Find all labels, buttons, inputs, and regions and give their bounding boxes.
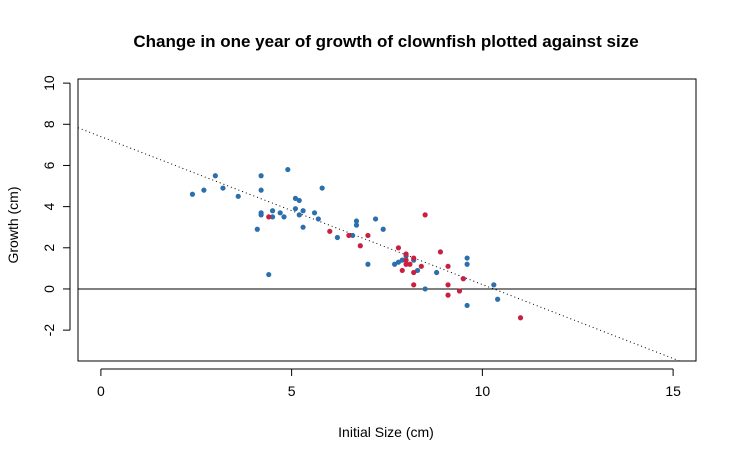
data-point-series1 [277,210,283,216]
axes: 0 5 10 15 -2 0 2 4 6 8 10 [41,75,697,399]
y-tick-label: -2 [41,324,57,337]
data-point-series1 [212,173,218,179]
data-point-series1 [491,282,497,288]
data-point-series2 [445,282,451,288]
data-point-series1 [300,208,306,214]
data-point-series2 [411,255,417,261]
data-point-series2 [422,212,428,218]
data-point-series2 [418,263,424,269]
data-point-series1 [285,166,291,173]
data-point-series2 [403,251,409,257]
data-point-series2 [445,292,451,298]
data-point-series1 [300,224,306,230]
data-point-series2 [365,232,371,239]
data-point-series1 [365,261,371,267]
trend-line [78,127,681,361]
data-point-series2 [407,261,413,267]
data-point-series1 [350,232,356,239]
data-point-series1 [353,218,360,224]
data-point-series1 [269,214,276,220]
data-point-series1 [292,195,299,201]
data-point-series1 [464,261,470,267]
data-point-series2 [445,263,451,269]
plot-frame [77,78,697,362]
data-point-series2 [403,261,409,267]
y-tick-label: 4 [41,203,57,211]
data-point-series2 [399,267,405,274]
data-point-series2 [411,269,417,276]
plot-area [78,127,696,361]
data-point-series1 [258,210,264,216]
data-point-series2 [266,214,272,220]
y-tick-label: 10 [41,75,57,91]
x-tick-label: 5 [288,383,296,399]
data-point-series1 [399,257,405,263]
data-point-series1 [311,210,318,216]
x-tick-label: 10 [475,383,491,399]
data-point-series1 [319,185,325,191]
data-point-series1 [258,187,264,193]
chart-title: Change in one year of growth of clownfis… [133,32,638,51]
data-point-series1 [235,193,241,199]
data-point-series2 [357,243,363,249]
data-point-series1 [269,208,276,214]
y-axis-label: Growth (cm) [5,187,21,264]
data-point-series1 [296,197,302,204]
data-point-series1 [464,255,470,261]
data-point-series2 [327,228,333,234]
data-point-series1 [266,271,272,278]
x-axis-label: Initial Size (cm) [338,424,434,440]
data-point-series1 [372,216,379,222]
data-point-series1 [433,269,440,276]
data-point-series2 [460,276,466,282]
data-point-series1 [392,261,398,267]
data-point-series1 [281,214,287,220]
data-point-series1 [292,206,299,212]
data-point-series1 [189,191,196,197]
data-point-series2 [437,249,444,255]
data-point-series2 [411,282,417,288]
data-point-series1 [414,267,421,274]
data-point-series1 [353,222,360,228]
data-point-series2 [456,288,463,294]
y-tick-label: 2 [41,244,57,252]
data-point-series2 [346,232,352,239]
data-point-series1 [201,187,207,193]
y-tick-label: 0 [41,285,57,293]
data-point-series1 [380,226,386,232]
data-point-series1 [315,216,321,222]
data-point-series1 [464,302,470,309]
data-point-series1 [395,259,402,265]
data-point-series1 [296,212,302,218]
data-point-series1 [495,296,501,302]
data-point-series2 [517,315,524,321]
data-point-series1 [220,185,226,191]
data-point-series1 [254,226,260,232]
y-tick-label: 6 [41,161,57,169]
y-tick-label: 8 [41,120,57,128]
data-point-series2 [403,257,409,263]
data-point-series1 [422,286,428,292]
data-point-series2 [395,245,402,251]
x-tick-label: 15 [665,383,681,399]
x-tick-label: 0 [97,383,105,399]
data-point-series1 [334,234,341,241]
data-point-series1 [258,173,264,179]
